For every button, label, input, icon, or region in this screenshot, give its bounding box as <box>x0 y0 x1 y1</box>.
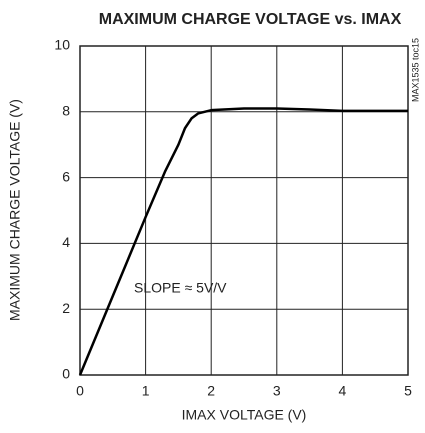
figure-id: MAX1535 toc15 <box>410 38 420 102</box>
y-tick-label: 0 <box>62 366 70 382</box>
data-line <box>78 107 408 376</box>
x-tick-label: 1 <box>142 383 150 399</box>
y-tick-label: 10 <box>54 37 70 53</box>
x-axis-label: IMAX VOLTAGE (V) <box>182 407 307 423</box>
x-tick-label: 0 <box>76 383 84 399</box>
x-tick-label: 3 <box>273 383 281 399</box>
plot-frame <box>79 45 409 376</box>
y-axis-label: MAXIMUM CHARGE VOLTAGE (V) <box>7 99 23 321</box>
y-tick-label: 6 <box>62 168 70 184</box>
y-tick-label: 2 <box>62 300 70 316</box>
x-tick-label: 2 <box>207 383 215 399</box>
y-tick-label: 8 <box>62 103 70 119</box>
y-tick-label: 4 <box>62 234 70 250</box>
chart-title: MAXIMUM CHARGE VOLTAGE vs. IMAX <box>99 11 402 28</box>
x-tick-label: 4 <box>339 383 347 399</box>
x-tick-label: 5 <box>404 383 412 399</box>
annotation: SLOPE ≈ 5V/V <box>134 280 227 296</box>
